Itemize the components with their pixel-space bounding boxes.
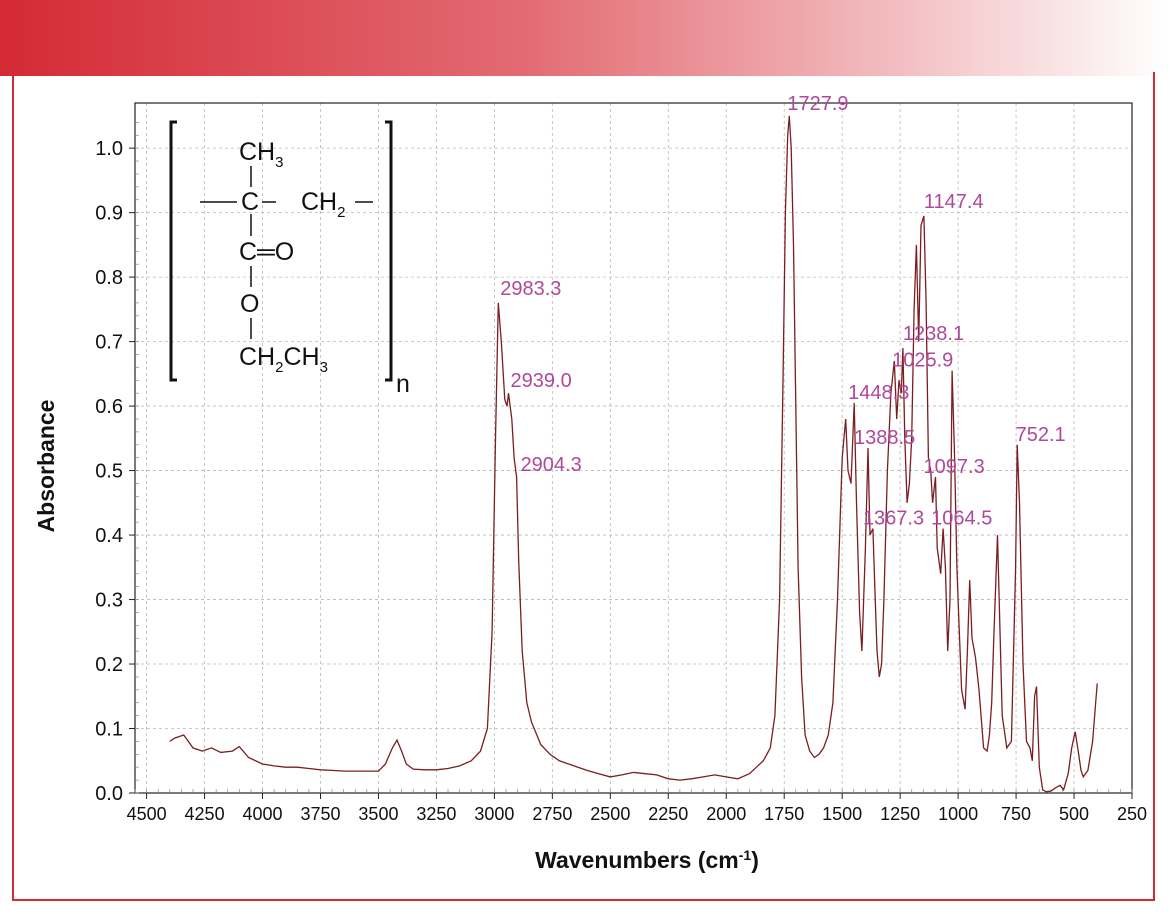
- x-tick-label: 4500: [127, 804, 167, 824]
- peak-label: 1064.5: [931, 508, 992, 530]
- x-tick-label: 4250: [185, 804, 225, 824]
- x-tick-label: 3250: [416, 804, 456, 824]
- x-tick-label: 2000: [706, 804, 746, 824]
- peak-label: 1147.4: [924, 191, 984, 213]
- carbonyl-group: C═O: [239, 238, 294, 266]
- x-tick-label: 250: [1117, 804, 1147, 824]
- y-tick-label: 1.0: [95, 138, 123, 160]
- peak-label: 1448.3: [848, 382, 909, 404]
- header-banner: [0, 0, 1170, 76]
- y-tick-label: 0.4: [95, 525, 123, 547]
- x-tick-label: 3500: [358, 804, 398, 824]
- left-bracket: [169, 120, 177, 382]
- x-tick-label: 2250: [648, 804, 688, 824]
- x-tick-label: 1500: [822, 804, 862, 824]
- y-tick-label: 0.9: [95, 203, 123, 225]
- peak-label: 1097.3: [924, 456, 985, 478]
- methyl-group: CH3: [239, 138, 283, 171]
- methylene-group: CH2: [301, 188, 345, 221]
- peak-label: 2983.3: [500, 278, 561, 300]
- y-tick-label: 0.0: [95, 783, 123, 805]
- x-axis-title: Wavenumbers (cm-1): [535, 847, 759, 873]
- x-tick-label: 500: [1059, 804, 1089, 824]
- ethyl-group: CH2CH3: [239, 343, 328, 376]
- x-tick-label: 3000: [474, 804, 514, 824]
- x-tick-label: 1250: [880, 804, 920, 824]
- y-axis: 0.0 0.1 0.2 0.3 0.4 0.5 0.6 0.7 0.8 0.9 1.0: [95, 121, 139, 805]
- x-tick-label: 750: [1001, 804, 1031, 824]
- peak-label: 752.1: [1016, 424, 1066, 446]
- peak-label: 2939.0: [511, 370, 572, 392]
- y-tick-label: 0.3: [95, 590, 123, 612]
- peak-label: 1727.9: [787, 93, 848, 115]
- x-tick-label: 4000: [242, 804, 282, 824]
- quaternary-carbon: C: [241, 188, 259, 216]
- peak-label: 2904.3: [521, 454, 582, 476]
- x-tick-label: 2750: [532, 804, 572, 824]
- x-axis: 4500 4250 4000 3750 3500 3250 3000 2750 2500 2250…: [127, 789, 1147, 824]
- repeat-unit-n: n: [396, 370, 410, 398]
- y-axis-title: Absorbance: [33, 400, 59, 533]
- grid: [135, 103, 1133, 794]
- y-tick-label: 0.8: [95, 267, 123, 289]
- y-tick-label: 0.6: [95, 396, 123, 418]
- y-tick-label: 0.5: [95, 461, 123, 483]
- ester-oxygen: O: [240, 290, 259, 318]
- peak-label: 1388.5: [854, 427, 915, 449]
- peak-label: 1025.9: [892, 350, 953, 372]
- y-tick-label: 0.1: [95, 719, 123, 741]
- x-tick-label: 1000: [938, 804, 978, 824]
- x-tick-label: 1750: [764, 804, 804, 824]
- x-tick-label: 3750: [300, 804, 340, 824]
- peak-label: 1367.3: [863, 508, 924, 530]
- peak-labels: 2983.3 2939.0 2904.3 1727.9 1448.3 1388.5 1367…: [500, 93, 1065, 530]
- y-tick-label: 0.2: [95, 654, 123, 676]
- x-tick-label: 2500: [590, 804, 630, 824]
- peak-label: 1238.1: [903, 323, 964, 345]
- y-tick-label: 0.7: [95, 332, 123, 354]
- chemical-structure: CH3 C CH2 C═O O CH2CH3 n: [169, 120, 410, 398]
- right-bracket: [385, 120, 393, 382]
- figure-frame: [12, 72, 1155, 901]
- spectrum-line: [169, 115, 1098, 793]
